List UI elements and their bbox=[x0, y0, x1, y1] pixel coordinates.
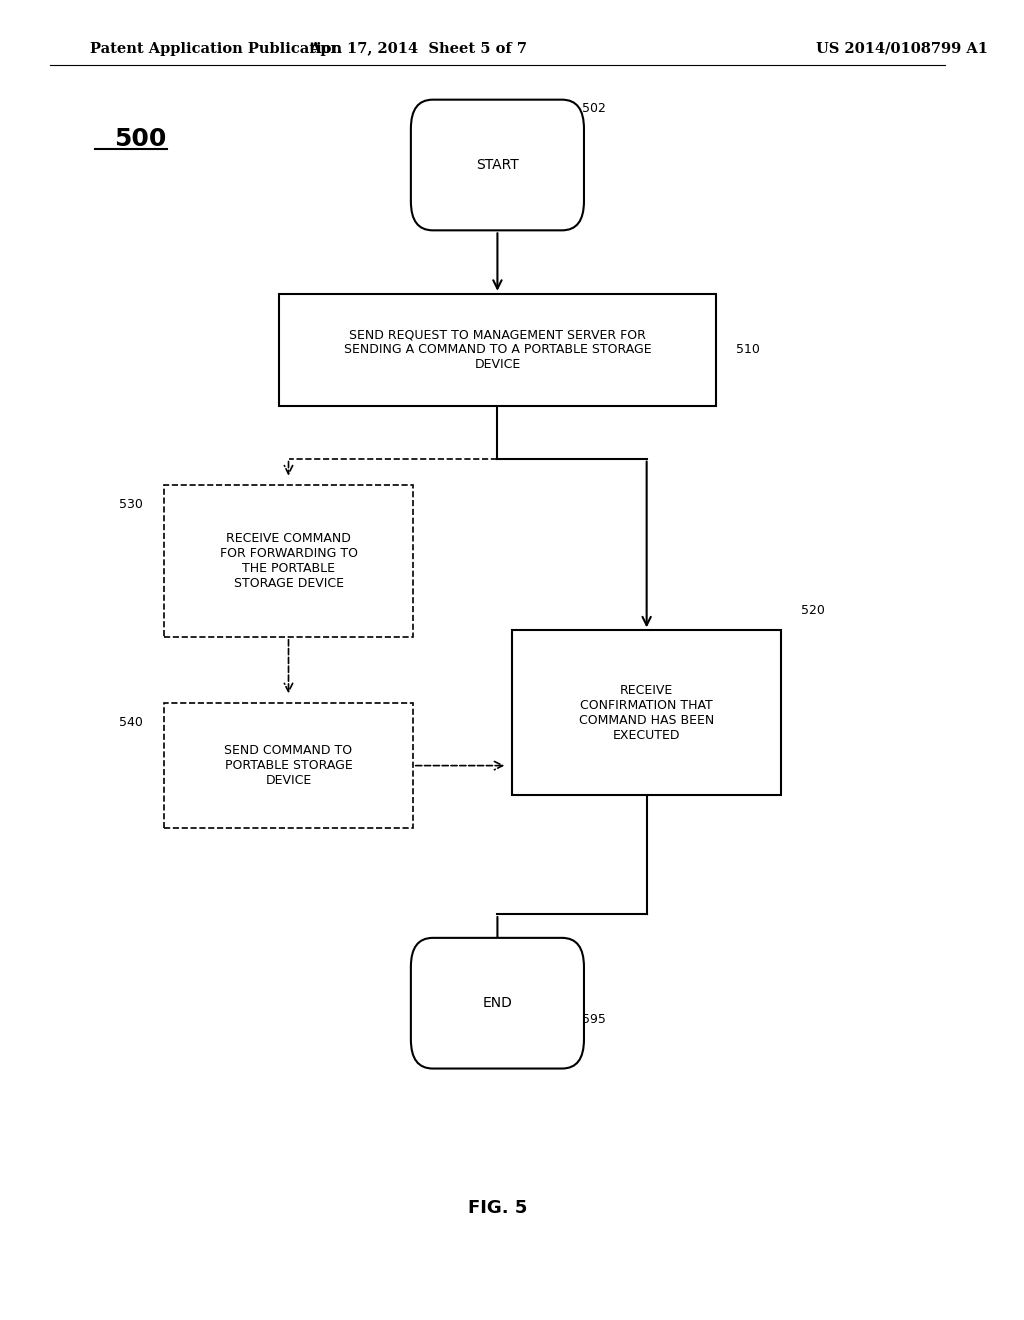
Text: 510: 510 bbox=[736, 343, 760, 356]
Text: FIG. 5: FIG. 5 bbox=[468, 1199, 527, 1217]
Text: 502: 502 bbox=[582, 103, 606, 116]
FancyBboxPatch shape bbox=[512, 631, 781, 795]
FancyBboxPatch shape bbox=[411, 937, 584, 1069]
Text: RECEIVE
CONFIRMATION THAT
COMMAND HAS BEEN
EXECUTED: RECEIVE CONFIRMATION THAT COMMAND HAS BE… bbox=[579, 684, 715, 742]
Text: 530: 530 bbox=[120, 499, 143, 511]
FancyBboxPatch shape bbox=[164, 702, 413, 829]
Text: 540: 540 bbox=[120, 715, 143, 729]
Text: START: START bbox=[476, 158, 519, 172]
Text: 500: 500 bbox=[115, 127, 167, 150]
Text: SEND COMMAND TO
PORTABLE STORAGE
DEVICE: SEND COMMAND TO PORTABLE STORAGE DEVICE bbox=[224, 744, 352, 787]
Text: 595: 595 bbox=[582, 1014, 606, 1027]
Text: SEND REQUEST TO MANAGEMENT SERVER FOR
SENDING A COMMAND TO A PORTABLE STORAGE
DE: SEND REQUEST TO MANAGEMENT SERVER FOR SE… bbox=[344, 329, 651, 371]
FancyBboxPatch shape bbox=[411, 100, 584, 230]
FancyBboxPatch shape bbox=[164, 486, 413, 638]
Text: Apr. 17, 2014  Sheet 5 of 7: Apr. 17, 2014 Sheet 5 of 7 bbox=[309, 42, 526, 55]
Text: END: END bbox=[482, 997, 512, 1010]
Text: 520: 520 bbox=[801, 605, 824, 618]
Text: Patent Application Publication: Patent Application Publication bbox=[89, 42, 342, 55]
Text: US 2014/0108799 A1: US 2014/0108799 A1 bbox=[816, 42, 988, 55]
FancyBboxPatch shape bbox=[279, 294, 717, 407]
Text: RECEIVE COMMAND
FOR FORWARDING TO
THE PORTABLE
STORAGE DEVICE: RECEIVE COMMAND FOR FORWARDING TO THE PO… bbox=[219, 532, 357, 590]
